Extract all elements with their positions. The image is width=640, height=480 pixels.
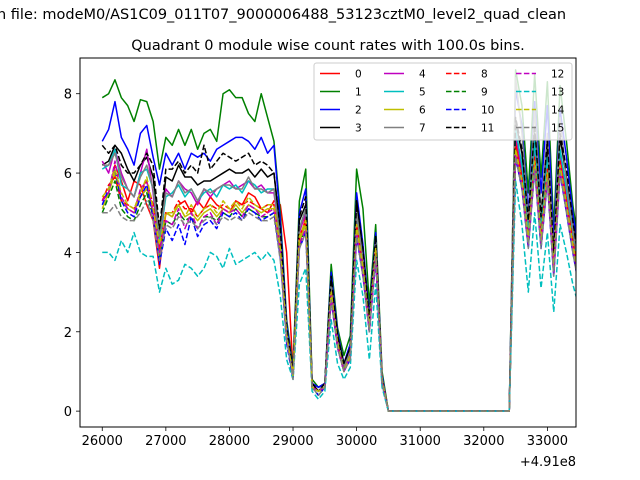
- legend-label-14: 14: [551, 105, 565, 117]
- legend-label-9: 9: [481, 87, 488, 99]
- legend-label-0: 0: [355, 69, 362, 81]
- legend-label-4: 4: [419, 69, 426, 81]
- chart-title: Quadrant 0 module wise count rates with …: [131, 38, 525, 54]
- plot-frame: [79, 57, 577, 428]
- x-axis: 26000 27000 28000 29000 30000 31000 32000 33000: [82, 427, 568, 449]
- legend-label-1: 1: [355, 87, 362, 99]
- legend-label-6: 6: [419, 105, 426, 117]
- x-tick-label: 32000: [463, 434, 504, 449]
- legend-label-3: 3: [355, 123, 362, 135]
- legend-label-8: 8: [481, 69, 488, 81]
- legend-label-10: 10: [481, 105, 494, 117]
- x-tick-label: 30000: [336, 434, 377, 449]
- legend-label-13: 13: [551, 87, 564, 99]
- x-tick-label: 29000: [272, 434, 313, 449]
- series-line-7: [102, 77, 576, 412]
- y-axis: 0 2 4 6 8: [64, 88, 80, 420]
- legend-label-2: 2: [355, 105, 362, 117]
- series-line-11: [101, 116, 576, 412]
- legend-label-11: 11: [481, 123, 494, 135]
- y-tick-label: 4: [64, 246, 72, 261]
- x-tick-label: 27000: [145, 434, 186, 449]
- x-tick-label: 28000: [209, 434, 250, 449]
- legend-box: [313, 62, 573, 141]
- legend-label-12: 12: [551, 69, 564, 81]
- figure-suptitle: n file: modeM0/AS1C09_011T07_9000006488_…: [0, 7, 566, 23]
- legend-label-15: 15: [551, 123, 564, 135]
- legend-label-5: 5: [419, 87, 426, 99]
- y-tick-label: 8: [64, 88, 72, 103]
- x-tick-label: 31000: [400, 434, 441, 449]
- y-tick-label: 2: [64, 326, 72, 341]
- x-tick-label: 26000: [82, 434, 123, 449]
- series-layer: [101, 69, 576, 412]
- y-tick-label: 6: [64, 167, 72, 182]
- series-line-13: [102, 180, 576, 412]
- x-tick-label: 33000: [527, 434, 568, 449]
- x-offset-label: +4.91e8: [520, 455, 576, 470]
- y-tick-label: 0: [64, 405, 72, 420]
- legend-label-7: 7: [419, 123, 426, 135]
- series-line-15: [102, 156, 576, 412]
